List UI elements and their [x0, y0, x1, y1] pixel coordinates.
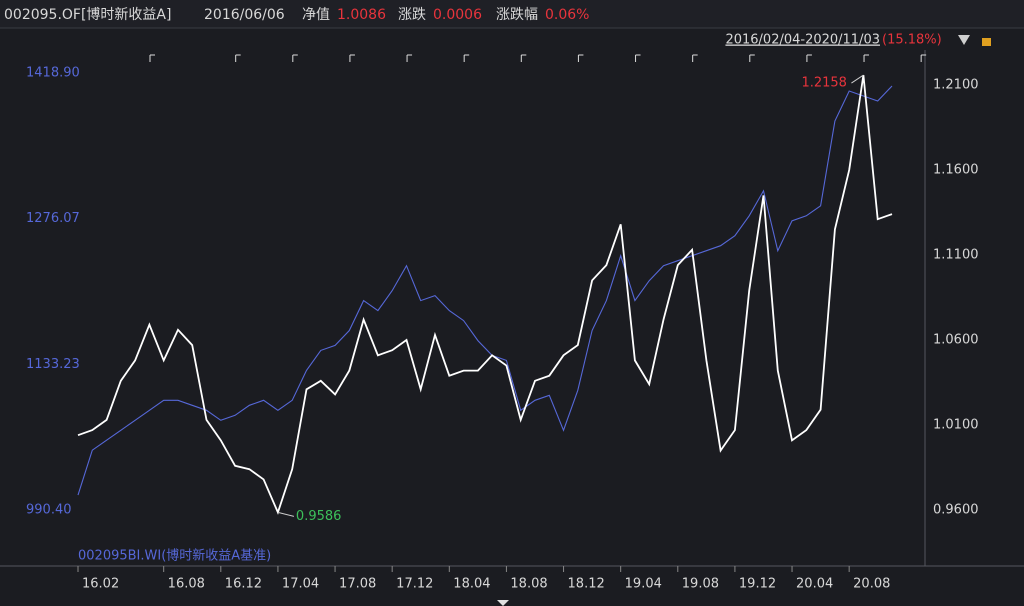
legend-entry: 002095BI.WI(博时新收益A基准)	[78, 548, 271, 564]
fund-code: 002095.OF[博时新收益A]	[4, 6, 171, 23]
flag-marker	[406, 54, 413, 62]
x-tick-label: 19.04	[625, 577, 662, 592]
range-change: (15.18%)	[882, 33, 942, 48]
series-line	[77, 74, 893, 515]
flag-marker	[920, 54, 927, 62]
x-tick-label: 18.04	[453, 577, 490, 592]
change-label: 涨跌	[398, 7, 426, 23]
x-tick-label: 18.12	[568, 577, 605, 592]
flag-marker	[577, 54, 584, 62]
y-tick-label: 1418.90	[26, 65, 80, 80]
y-tick-label: 990.40	[26, 503, 72, 518]
annotation-pointer	[277, 511, 295, 517]
flag-marker	[463, 54, 470, 62]
x-tick-label: 16.02	[82, 577, 119, 592]
y2-tick-label: 1.0600	[933, 332, 979, 347]
pct: 0.06%	[545, 7, 589, 23]
flag-marker	[349, 54, 355, 62]
y2-tick-label: 1.2100	[933, 77, 979, 92]
annotation: 0.9586	[296, 509, 342, 524]
range[interactable]: 2016/02/04-2020/11/03	[725, 33, 880, 48]
x-tick-label: 19.12	[739, 577, 776, 592]
flag-marker	[235, 54, 241, 62]
x-tick-label: 20.04	[796, 577, 833, 592]
annotation-pointer	[851, 74, 864, 84]
flag-marker	[692, 54, 698, 62]
y-tick-label: 1276.07	[26, 211, 80, 226]
x-tick-label: 19.08	[682, 577, 719, 592]
flag-marker	[806, 54, 812, 62]
x-tick-label: 17.08	[339, 577, 376, 592]
annotation: 1.2158	[801, 76, 847, 91]
y2-tick-label: 1.1100	[933, 247, 979, 262]
x-tick-label: 17.12	[396, 577, 433, 592]
y2-tick-label: 1.0100	[933, 417, 979, 432]
y2-tick-label: 1.1600	[933, 162, 979, 177]
x-tick-label: 17.04	[282, 577, 319, 592]
flag-marker	[520, 54, 527, 62]
flag-marker	[635, 54, 641, 62]
flag-marker	[292, 54, 298, 62]
x-tick-label: 20.08	[853, 577, 890, 592]
nav: 1.0086	[337, 7, 386, 23]
y-tick-label: 1133.23	[26, 357, 80, 372]
series-line	[77, 85, 893, 496]
flag-marker	[749, 54, 755, 62]
header-bar	[0, 0, 1024, 28]
flag-marker	[149, 54, 155, 62]
nav-label: 净值	[302, 7, 330, 23]
dropdown-icon[interactable]	[958, 35, 970, 45]
x-tick-label: 18.08	[510, 577, 547, 592]
x-tick-label: 16.12	[225, 577, 262, 592]
flag-marker	[863, 54, 870, 62]
x-tick-label: 16.08	[168, 577, 205, 592]
date: 2016/06/06	[204, 7, 285, 23]
scroll-arrow[interactable]	[497, 600, 509, 606]
pct-label: 涨跌幅	[496, 7, 538, 23]
y2-tick-label: 0.9600	[933, 502, 979, 517]
change: 0.0006	[433, 7, 482, 23]
lock-icon[interactable]	[982, 38, 991, 46]
